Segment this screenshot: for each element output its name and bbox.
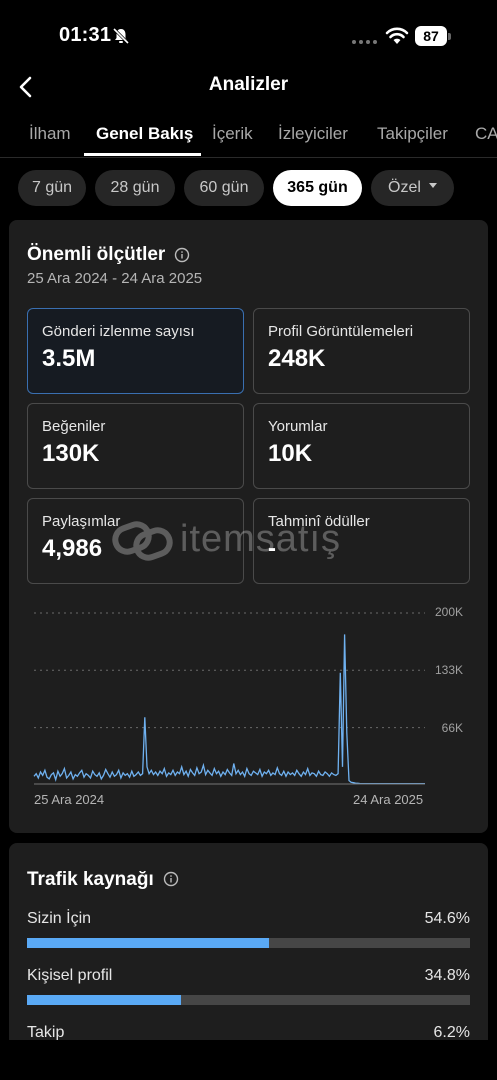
tab-ilham[interactable]: İlham (29, 124, 71, 143)
key-metrics-card: Önemli ölçütler 25 Ara 2024 - 24 Ara 202… (9, 220, 488, 833)
traffic-bar-track (27, 995, 470, 1005)
tab-genel-bakis[interactable]: Genel Bakış (96, 124, 194, 143)
traffic-bar-track (27, 938, 470, 948)
filter-7-days[interactable]: 7 gün (18, 170, 86, 206)
traffic-source-card: Trafik kaynağı Sizin İçin 54.6% Kişisel … (9, 843, 488, 1073)
metric-estimated-rewards[interactable]: Tahminî ödüller - (253, 498, 470, 584)
metric-value: 130K (42, 440, 100, 467)
bell-muted-icon (112, 27, 130, 45)
back-arrow-icon[interactable] (16, 73, 36, 101)
traffic-bar-fill (27, 995, 182, 1005)
metric-comments[interactable]: Yorumlar 10K (253, 403, 470, 489)
y-tick-label: 133K (434, 663, 463, 677)
tab-bar: İlham Genel Bakış İçerik İzleyiciler Tak… (0, 116, 497, 158)
metric-label: Paylaşımlar (42, 513, 121, 530)
metric-label: Yorumlar (268, 418, 328, 435)
filter-custom-label: Özel (388, 179, 421, 196)
series-line (33, 634, 425, 785)
x-tick-start: 25 Ara 2024 (34, 792, 105, 807)
tab-izleyiciler[interactable]: İzleyiciler (278, 124, 348, 143)
filter-28-days[interactable]: 28 gün (95, 170, 175, 206)
info-icon[interactable] (174, 247, 190, 263)
metric-label: Gönderi izlenme sayısı (42, 323, 195, 340)
metric-likes[interactable]: Beğeniler 130K (27, 403, 244, 489)
traffic-title: Trafik kaynağı (27, 869, 154, 890)
metric-value: 4,986 (42, 535, 103, 562)
info-icon[interactable] (163, 871, 179, 887)
y-tick-label: 66K (441, 721, 463, 735)
tab-icerik[interactable]: İçerik (212, 124, 253, 143)
caret-down-icon (428, 183, 437, 189)
metric-value: 248K (268, 345, 326, 372)
bottom-safe-area (0, 1040, 497, 1080)
tab-takipciler[interactable]: Takipçiler (377, 124, 448, 143)
tab-ca[interactable]: CA (475, 124, 497, 143)
metric-profile-views[interactable]: Profil Görüntülemeleri 248K (253, 308, 470, 394)
metric-label: Profil Görüntülemeleri (268, 323, 414, 340)
metric-label: Beğeniler (42, 418, 106, 435)
date-range: 25 Ara 2024 - 24 Ara 2025 (27, 270, 203, 287)
traffic-label: Takip (27, 1024, 65, 1041)
watermark-logo: itemsatış (112, 516, 402, 564)
views-line-chart[interactable]: 200K 133K 66K 25 Ara 2024 24 Ara 2025 (9, 598, 488, 808)
active-tab-indicator (84, 153, 201, 156)
status-time: 01:31 (59, 24, 112, 46)
metric-value: - (268, 535, 276, 562)
metric-shares[interactable]: Paylaşımlar 4,986 (27, 498, 244, 584)
metric-post-views[interactable]: Gönderi izlenme sayısı 3.5M (27, 308, 244, 394)
filter-365-days[interactable]: 365 gün (273, 170, 362, 206)
filter-custom[interactable]: Özel (371, 170, 454, 206)
status-bar: 01:31 87 (0, 0, 497, 72)
traffic-percent: 34.8% (424, 967, 470, 984)
metric-label: Tahminî ödüller (268, 513, 370, 530)
battery-level: 87 (415, 26, 447, 46)
chart-canvas (33, 612, 425, 785)
y-tick-label: 200K (434, 605, 463, 619)
traffic-percent: 6.2% (433, 1024, 470, 1041)
x-tick-end: 24 Ara 2025 (353, 792, 424, 807)
watermark-link-icon (112, 521, 173, 561)
key-metrics-title: Önemli ölçütler (27, 244, 166, 265)
page-title: Analizler (208, 74, 289, 95)
metric-value: 3.5M (42, 345, 96, 372)
metric-value: 10K (268, 440, 313, 467)
wifi-icon (385, 27, 409, 44)
cellular-signal-icon (352, 40, 377, 44)
traffic-label: Sizin İçin (27, 910, 92, 927)
filter-60-days[interactable]: 60 gün (184, 170, 264, 206)
traffic-bar-fill (27, 938, 269, 948)
battery-icon: 87 (415, 26, 451, 46)
watermark-text: itemsatış (180, 518, 342, 560)
traffic-label: Kişisel profil (27, 967, 113, 984)
traffic-percent: 54.6% (424, 910, 470, 927)
